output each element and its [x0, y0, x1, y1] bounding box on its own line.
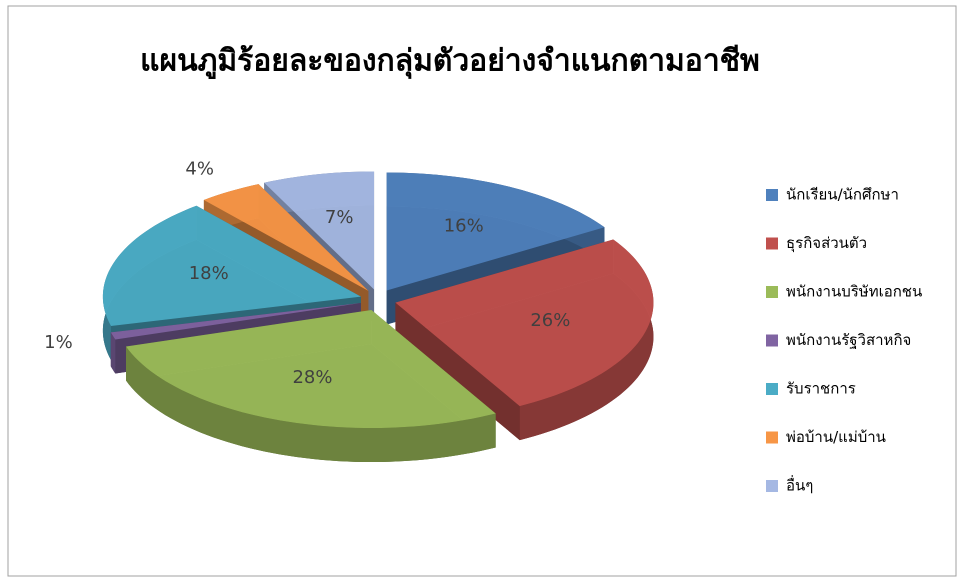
data-label: 28% [292, 367, 332, 388]
slice [395, 239, 654, 407]
legend-swatch [766, 480, 778, 492]
data-label: 18% [189, 263, 229, 284]
legend-swatch [766, 334, 778, 347]
data-label: 16% [444, 215, 484, 236]
slice [386, 172, 605, 291]
slice-wall [395, 302, 520, 441]
legend-swatch [766, 431, 778, 444]
legend-swatch [766, 237, 778, 250]
legend-label: นักเรียน/นักศึกษา [786, 186, 899, 204]
slice [102, 205, 361, 327]
slice [126, 310, 496, 429]
data-label: 7% [325, 207, 354, 228]
pie: 16% 26% 28% 1% 18% 4% 7% [44, 158, 654, 463]
legend-label: พนักงานรัฐวิสาหกิจ [786, 331, 911, 349]
chart-title: แผนภูมิร้อยละของกลุ่มตัวอย่างจำแนกตามอาช… [140, 44, 760, 80]
data-label: 1% [44, 332, 73, 353]
legend-label: พนักงานบริษัทเอกชน [786, 283, 922, 301]
slice [110, 303, 361, 340]
legend-label: รับราชการ [786, 380, 856, 398]
legend-label: อื่นๆ [786, 475, 813, 495]
data-label: 26% [530, 310, 570, 331]
data-label: 4% [185, 158, 214, 179]
slice [264, 171, 375, 290]
legend: นักเรียน/นักศึกษาธุรกิจส่วนตัวพนักงานบริ… [766, 186, 922, 495]
legend-swatch [766, 286, 778, 298]
legend-swatch [766, 189, 778, 201]
legend-swatch [766, 383, 778, 395]
slice-rim [126, 346, 496, 463]
slice-rim [519, 239, 654, 441]
legend-label: พ่อบ้าน/แม่บ้าน [786, 428, 886, 446]
slice-rim [110, 332, 116, 374]
legend-label: ธุรกิจส่วนตัว [786, 234, 867, 253]
slice [203, 184, 369, 291]
